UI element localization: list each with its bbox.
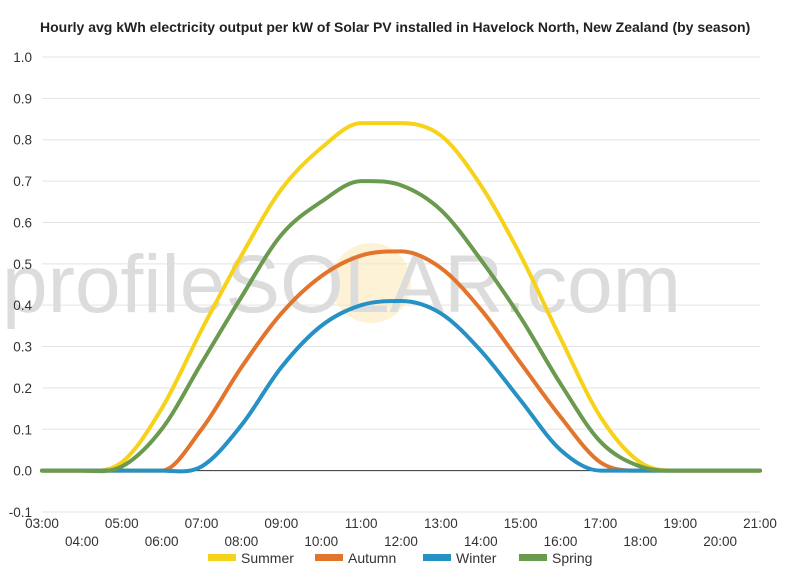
x-tick-label: 19:00 [663, 516, 697, 531]
legend-label-winter: Winter [456, 550, 497, 566]
legend-swatch-spring [519, 554, 547, 561]
x-tick-label: 12:00 [384, 534, 418, 549]
watermark-text: profileSOLAR.com [2, 239, 681, 330]
x-tick-label: 18:00 [623, 534, 657, 549]
legend-label-autumn: Autumn [348, 550, 396, 566]
y-tick-label: 0.1 [13, 422, 32, 437]
y-axis-ticks: -0.1 0.0 0.1 0.2 0.3 0.4 0.5 0.6 0.7 0.8 0.9 1.0 [9, 50, 33, 520]
y-tick-label: 0.3 [13, 340, 32, 355]
legend: Summer Autumn Winter Spring [208, 550, 592, 566]
x-tick-label: 06:00 [145, 534, 179, 549]
series-layer [40, 121, 762, 474]
y-tick-label: 0.0 [13, 464, 32, 479]
y-tick-label: 1.0 [13, 50, 32, 65]
legend-swatch-autumn [315, 554, 343, 561]
series-line-summer [40, 121, 762, 473]
x-tick-label: 07:00 [185, 516, 219, 531]
y-tick-label: 0.7 [13, 174, 32, 189]
x-tick-label: 11:00 [345, 516, 378, 531]
legend-swatch-summer [208, 554, 236, 561]
x-tick-label: 10:00 [304, 534, 338, 549]
x-tick-label: 17:00 [584, 516, 618, 531]
series-line-spring [40, 179, 762, 474]
x-tick-label: 16:00 [544, 534, 578, 549]
y-tick-label: 0.4 [13, 298, 32, 313]
x-tick-label: 09:00 [264, 516, 298, 531]
y-tick-label: -0.1 [9, 505, 32, 520]
x-tick-label: 14:00 [464, 534, 498, 549]
y-tick-label: 0.9 [13, 91, 32, 106]
x-tick-label: 15:00 [504, 516, 538, 531]
series-line-winter [40, 299, 762, 474]
legend-label-spring: Spring [552, 550, 592, 566]
x-axis-ticks: 03:00 04:00 05:00 06:00 07:00 08:00 09:00 10:00… [25, 516, 777, 549]
x-tick-label: 04:00 [65, 534, 99, 549]
x-tick-label: 08:00 [225, 534, 259, 549]
chart-title: Hourly avg kWh electricity output per kW… [40, 19, 750, 35]
y-tick-label: 0.8 [13, 133, 32, 148]
y-tick-label: 0.5 [13, 257, 32, 272]
legend-swatch-winter [423, 554, 451, 561]
y-tick-label: 0.6 [13, 215, 32, 230]
x-tick-label: 05:00 [105, 516, 139, 531]
x-tick-label: 13:00 [424, 516, 458, 531]
y-tick-label: 0.2 [13, 381, 32, 396]
x-tick-label: 20:00 [703, 534, 737, 549]
x-tick-label: 21:00 [743, 516, 777, 531]
x-tick-label: 03:00 [25, 516, 59, 531]
legend-label-summer: Summer [241, 550, 294, 566]
